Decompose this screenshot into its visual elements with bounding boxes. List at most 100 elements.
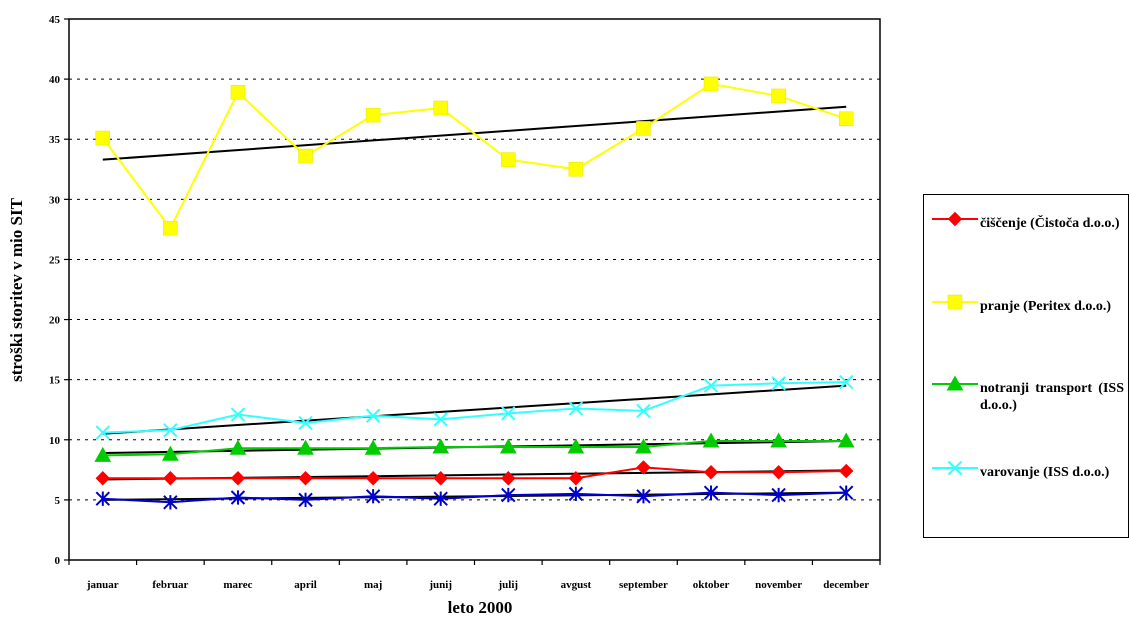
triangle-marker: [499, 438, 517, 454]
x-axis-ticks: januar februar marec april maj junij julij avgu…: [68, 560, 881, 591]
y-tick-label: 25: [49, 254, 61, 266]
x-tick-label: julij: [498, 579, 519, 591]
legend-swatch-x: [932, 460, 978, 476]
square-marker: [230, 85, 246, 100]
x-marker: [163, 422, 178, 438]
x-tick-label: avgust: [561, 579, 592, 591]
x-marker: [839, 374, 854, 390]
diamond-marker: [298, 471, 313, 486]
x-marker: [230, 407, 246, 422]
series-line: [102, 439, 847, 457]
x-marker: [95, 425, 110, 440]
triangle-marker: [229, 439, 247, 455]
square-marker: [703, 76, 719, 92]
series-triangle: [94, 432, 855, 462]
star-marker: [636, 489, 651, 504]
diamond-marker: [839, 463, 854, 479]
square-marker: [947, 294, 963, 310]
star-marker: [230, 490, 246, 505]
x-marker: [568, 401, 584, 416]
series-star: [95, 485, 854, 510]
legend-item: čiščenje (Čistoča d.o.o.): [924, 207, 1129, 267]
x-marker: [771, 376, 786, 391]
x-marker: [947, 460, 963, 476]
x-marker: [365, 408, 381, 423]
triangle-marker: [432, 438, 450, 454]
y-tick-label: 40: [49, 74, 61, 86]
triangle-marker: [297, 439, 314, 455]
star-marker: [703, 485, 719, 500]
y-tick-label: 45: [49, 14, 61, 26]
x-tick-label: marec: [223, 579, 252, 591]
series-x: [95, 374, 854, 440]
diamond-marker: [433, 471, 448, 486]
x-tick-label: oktober: [693, 579, 730, 591]
x-tick-label: september: [619, 579, 668, 591]
x-tick-label: april: [294, 579, 317, 591]
legend-swatch-diamond: [932, 211, 978, 227]
diamond-marker: [501, 471, 516, 486]
legend-label: čiščenje (Čistoča d.o.o.): [980, 216, 1120, 231]
star-marker: [433, 491, 448, 506]
series-line: [102, 381, 847, 434]
y-tick-label: 15: [49, 375, 61, 387]
diamond-marker: [163, 471, 178, 486]
square-marker: [771, 88, 786, 104]
y-tick-label: 30: [49, 194, 61, 206]
x-tick-label: november: [755, 579, 802, 591]
y-tick-label: 20: [49, 315, 61, 327]
star-marker: [568, 486, 584, 502]
square-marker: [365, 107, 381, 123]
diamond-marker: [568, 471, 584, 486]
y-tick-label: 0: [55, 555, 61, 567]
series-square: [95, 76, 854, 236]
square-marker: [636, 121, 651, 136]
legend-swatch-triangle: [932, 375, 978, 391]
diamond-marker: [947, 211, 963, 227]
x-marker: [501, 406, 516, 421]
star-marker: [501, 487, 516, 503]
diamond-marker: [636, 460, 651, 475]
star-marker: [771, 487, 786, 503]
series-line: [101, 82, 847, 231]
legend-item: pranje (Peritex d.o.o.): [924, 290, 1129, 350]
square-marker: [433, 100, 448, 116]
square-marker: [163, 220, 178, 236]
diamond-marker: [95, 471, 110, 486]
star-marker: [95, 491, 110, 506]
series-diamond: [95, 460, 854, 486]
star-marker: [365, 489, 381, 504]
trend-line: [102, 384, 847, 435]
x-marker: [298, 415, 313, 431]
star-marker: [839, 485, 854, 500]
legend-label: pranje (Peritex d.o.o.): [980, 299, 1112, 314]
triangle-marker: [162, 445, 179, 461]
y-axis-ticks: 0 5 10 15 20 25 30 35 40 45: [49, 14, 69, 567]
square-marker: [298, 148, 313, 164]
diamond-marker: [703, 465, 719, 480]
square-marker: [95, 130, 111, 146]
y-tick-label: 35: [49, 134, 61, 146]
triangle-marker: [635, 438, 652, 454]
x-tick-label: februar: [152, 579, 188, 591]
x-tick-label: december: [823, 579, 869, 591]
square-marker: [838, 111, 854, 127]
y-axis-label: stroški storitev v mio SIT: [7, 197, 26, 382]
legend-label: varovanje (ISS d.o.o.): [980, 465, 1110, 480]
x-marker: [636, 403, 651, 419]
square-marker: [568, 162, 584, 177]
x-marker: [433, 412, 448, 427]
x-tick-label: junij: [428, 579, 452, 591]
series-line: [102, 466, 847, 480]
diamond-marker: [365, 471, 381, 486]
legend-label: notranji transport (ISS d.o.o.): [980, 381, 1124, 413]
triangle-marker: [837, 432, 855, 448]
legend-item: notranji transport (ISS d.o.o.): [924, 372, 1129, 432]
x-axis-label: leto 2000: [448, 598, 513, 617]
diamond-marker: [771, 465, 786, 480]
legend-item: varovanje (ISS d.o.o.): [924, 456, 1129, 516]
y-tick-label: 10: [49, 435, 61, 447]
series-line: [102, 491, 847, 504]
star-marker: [163, 495, 178, 510]
